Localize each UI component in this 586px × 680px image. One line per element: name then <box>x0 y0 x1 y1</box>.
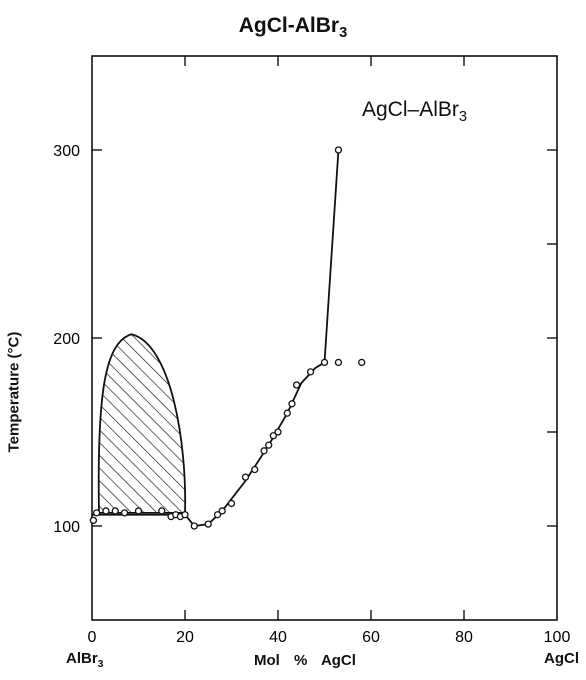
data-point <box>93 509 101 517</box>
x-tick-label: 20 <box>176 629 194 646</box>
data-point <box>320 358 329 367</box>
x-tick-label: 0 <box>88 629 97 646</box>
data-point <box>218 507 226 515</box>
data-point <box>260 447 268 455</box>
data-point <box>120 509 129 517</box>
data-point <box>134 507 143 515</box>
data-point <box>251 465 259 474</box>
data-point <box>213 511 222 519</box>
y-tick-label: 300 <box>53 143 80 160</box>
data-point <box>102 507 110 515</box>
data-point <box>283 409 291 417</box>
x-tick-label: 40 <box>269 629 287 646</box>
data-point <box>334 358 343 367</box>
data-point <box>274 428 282 436</box>
data-point <box>89 516 98 525</box>
data-point <box>227 499 236 508</box>
chart-title: AgCl-AlBr3 <box>238 14 348 42</box>
data-point <box>269 432 278 440</box>
x-end-label-left: AlBr3 <box>66 650 104 670</box>
data-point <box>158 507 166 515</box>
data-point <box>241 473 250 481</box>
plot-frame <box>91 55 558 621</box>
data-point <box>190 522 198 530</box>
data-point <box>288 400 296 408</box>
x-end-label-right: AgCl <box>544 650 579 667</box>
data-point <box>358 358 366 367</box>
x-axis-label: Mol % AgCl <box>254 652 356 669</box>
y-tick-label: 200 <box>53 331 80 348</box>
chart-annotation: AgCl–AlBr3 <box>362 98 468 126</box>
liquidus-curve <box>184 361 325 527</box>
data-point <box>334 146 343 154</box>
data-point <box>204 520 212 528</box>
x-tick-label: 60 <box>362 629 380 646</box>
data-point <box>306 368 315 376</box>
x-tick-label: 100 <box>544 629 571 646</box>
x-tick-label: 80 <box>455 629 473 646</box>
data-point <box>292 381 301 389</box>
data-point <box>265 441 273 449</box>
hatched-two-phase-region <box>97 333 187 514</box>
steep-rise-line <box>323 149 340 363</box>
data-point <box>111 507 119 515</box>
data-point <box>181 511 189 519</box>
y-tick-label: 100 <box>53 519 80 536</box>
